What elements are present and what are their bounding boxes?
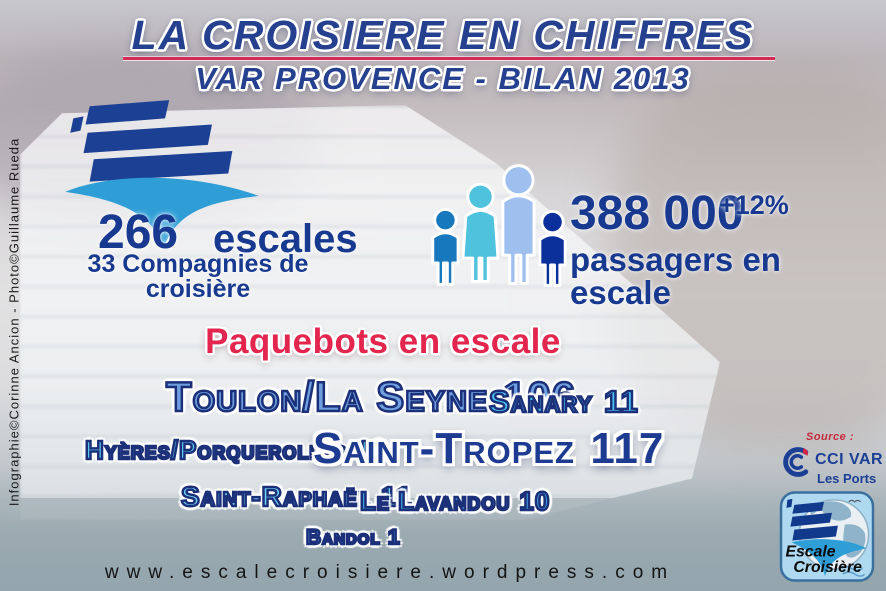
wave-swoosh-icon — [65, 177, 259, 249]
port-count: 11 — [380, 481, 413, 512]
waves-icon — [838, 565, 866, 577]
ports-section-heading: Paquebots en escale — [205, 322, 561, 361]
page-title: LA CROISIERE EN CHIFFRES — [131, 12, 755, 58]
website-url: www.escalecroisiere.wordpress.com — [104, 562, 676, 583]
cci-logo-icon — [783, 447, 809, 477]
port-name: Sanary — [488, 384, 594, 419]
badge-text-line1: Escale — [785, 543, 835, 560]
port-name: Saint-Raphaël — [180, 481, 372, 512]
escale-croisiere-ship-logo — [65, 100, 259, 249]
port-toulon-la-seyne: Toulon/La Seyne 106 — [165, 373, 577, 420]
port-sanary: Sanary 11 — [488, 384, 639, 419]
family-passengers-icon — [431, 164, 567, 287]
badge-wave-swoosh — [791, 539, 867, 577]
port-name: Saint-Tropez — [313, 424, 575, 473]
port-count: 1 — [387, 526, 401, 550]
port-count: 11 — [603, 384, 639, 419]
passengers-growth-percent: +12% — [719, 190, 789, 220]
escales-label: escales — [213, 217, 358, 261]
port-bandol: Bandol 1 — [305, 526, 401, 550]
port-count: 10 — [518, 486, 551, 516]
port-le-lavandou: Le Lavandou 10 — [359, 486, 551, 516]
port-name: Toulon/La Seyne — [165, 373, 489, 420]
source-organization: CCI VAR — [815, 451, 884, 468]
adult-figure-light-blue — [501, 164, 536, 285]
port-count: 106 — [502, 373, 577, 420]
source-department: Les Ports — [817, 471, 877, 486]
source-label: Source : — [806, 431, 855, 443]
port-name: Bandol — [305, 526, 381, 550]
port-saint-raphael: Saint-Raphaël 11 — [180, 481, 413, 512]
port-name: Hyères/Porquerolles — [84, 435, 348, 465]
escale-croisiere-badge: Escale Croisière — [779, 491, 875, 582]
badge-ship-bars — [786, 498, 838, 541]
birds-icon — [848, 499, 862, 503]
port-count: 10 — [355, 435, 388, 465]
credits-vertical-text: Infographie©Corinne Ancion - Photo©Guill… — [6, 137, 22, 507]
background-sea — [0, 498, 886, 591]
port-name: Le Lavandou — [359, 486, 511, 516]
escales-count: 266 — [98, 206, 179, 259]
port-saint-tropez: Saint-Tropez 117 — [313, 427, 664, 471]
child-figure-navy — [538, 209, 567, 287]
title-divider-line — [123, 57, 775, 60]
page-subtitle: VAR PROVENCE - BILAN 2013 — [195, 61, 691, 96]
badge-text-line2: Croisière — [793, 559, 862, 576]
child-figure-blue — [431, 207, 460, 286]
passengers-count: 388 000 — [570, 187, 744, 240]
port-hyeres-porquerolles: Hyères/Porquerolles 10 — [84, 435, 388, 465]
adult-figure-cyan — [461, 182, 500, 283]
companies-count: 33 Compagnies de croisière — [87, 250, 309, 303]
passengers-label: passagers en escale — [570, 241, 781, 311]
port-count: 117 — [590, 424, 665, 473]
